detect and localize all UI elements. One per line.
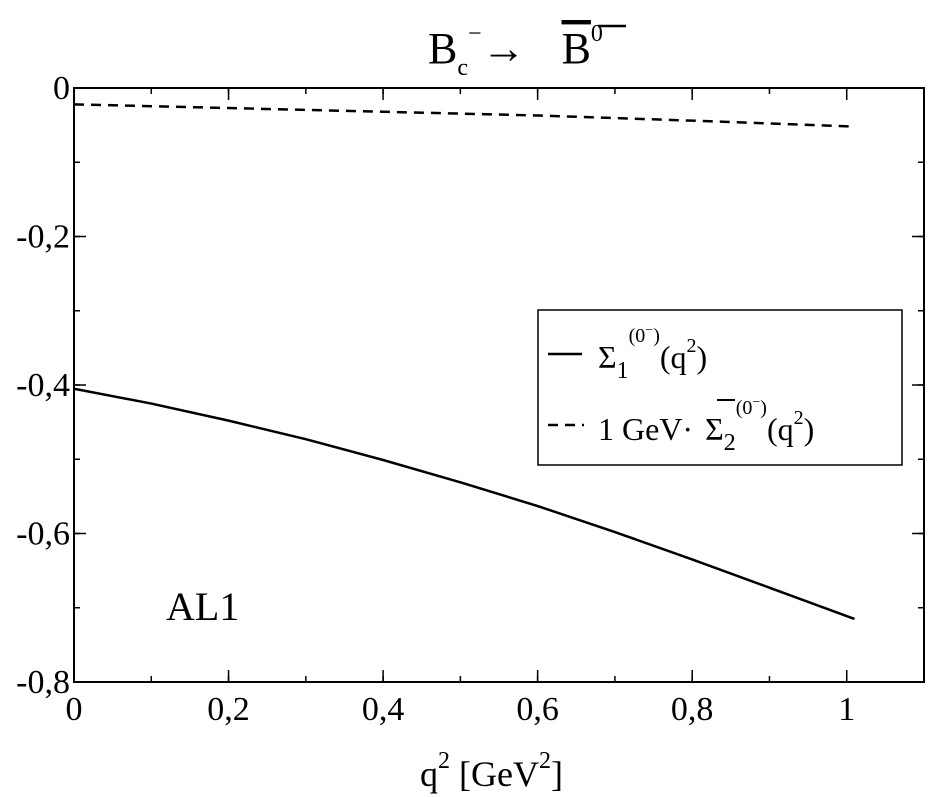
x-title-unit-close: ]: [551, 754, 563, 794]
legend-1-arg-sup: 2: [687, 335, 697, 357]
y-tick-label: -0,8: [16, 664, 70, 701]
title-from-sub: c: [457, 55, 468, 81]
legend-2-arg-open: (q: [767, 411, 794, 447]
title-arrow: →: [482, 24, 526, 73]
legend-1-sub: 1: [617, 358, 629, 384]
x-axis-title: q2 [GeV2]: [420, 748, 563, 794]
legend: Σ1(0−)(q2) 1 GeV· Σ2(0−)(q2): [537, 309, 903, 466]
x-tick-label: 0,2: [207, 691, 250, 728]
x-tick-label: 1: [838, 691, 855, 728]
legend-2-prefix: 1 GeV·: [598, 411, 693, 447]
title-particle-to: B: [562, 24, 591, 73]
tick-labels: 0 0,2 0,4 0,6 0,8 1 0 -0,2 -0,4 -0,6 -0,8: [16, 70, 855, 728]
y-tick-label: -0,6: [16, 516, 70, 553]
title-from-sup: −: [468, 21, 482, 47]
x-title-sup: 2: [438, 748, 450, 774]
chart-annotation: AL1: [166, 584, 239, 629]
legend-1-symbol: Σ: [598, 339, 617, 375]
series-line-solid: [73, 387, 855, 621]
legend-2-symbol: Σ: [705, 411, 724, 447]
title-to-sup: 0: [591, 21, 603, 47]
y-tick-label: 0: [53, 70, 70, 107]
legend-1-arg-open: (q: [660, 339, 687, 375]
axis-ticks: [73, 87, 925, 683]
series-line-dashed: [73, 103, 855, 128]
legend-2-sup-minus: −: [752, 395, 760, 410]
legend-2-sup-close: ): [760, 397, 767, 419]
legend-2-sup: (0: [736, 397, 753, 419]
y-tick-label: -0,4: [16, 367, 70, 404]
chart-title: Bc−→ B0: [428, 21, 603, 81]
y-tick-label: -0,2: [16, 219, 70, 256]
x-tick-label: 0,8: [671, 691, 714, 728]
legend-1-sup-minus: −: [645, 323, 653, 338]
legend-box: [537, 309, 903, 466]
x-tick-label: 0,4: [362, 691, 405, 728]
legend-entry-1: Σ1(0−)(q2): [598, 323, 707, 384]
x-title-unit-open: [GeV: [450, 754, 539, 794]
legend-2-sub: 2: [724, 430, 736, 456]
legend-1-sup: (0: [629, 325, 646, 347]
x-title-unit-sup: 2: [539, 748, 551, 774]
legend-1-arg-close: ): [697, 339, 708, 375]
series-group: [73, 103, 855, 621]
legend-2-arg-close: ): [804, 411, 815, 447]
legend-2-arg-sup: 2: [794, 407, 804, 429]
x-title-main: q: [420, 754, 438, 794]
legend-1-sup-close: ): [653, 325, 660, 347]
legend-entry-2: 1 GeV· Σ2(0−)(q2): [598, 395, 814, 456]
x-tick-label: 0,6: [516, 691, 559, 728]
x-tick-label: 0: [66, 691, 83, 728]
title-particle-from: B: [428, 24, 457, 73]
